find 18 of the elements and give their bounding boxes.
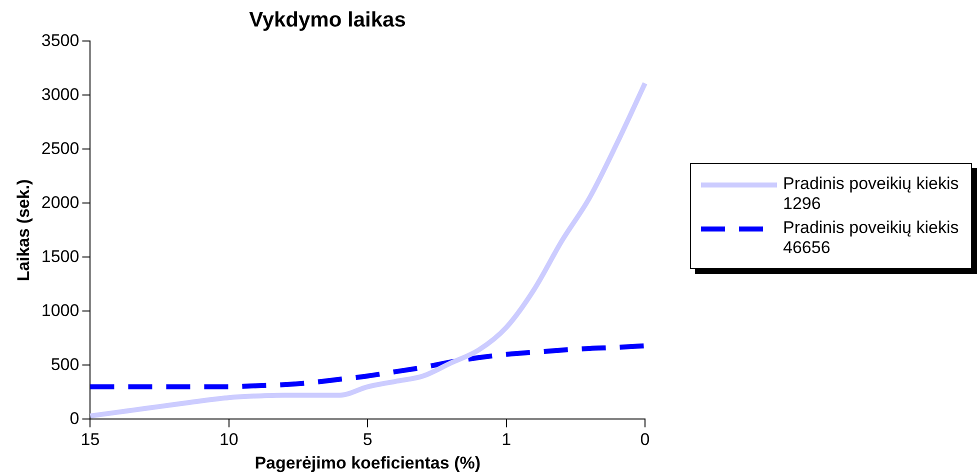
- x-tick-label: 10: [219, 430, 238, 450]
- y-tick-label: 2500: [41, 138, 80, 158]
- x-tick-label: 15: [80, 430, 100, 450]
- y-tick-label: 2000: [41, 192, 80, 212]
- y-tick-label: 3000: [41, 84, 80, 104]
- x-axis-title: Pagerėjimo koeficientas (%): [254, 453, 481, 472]
- chart-title: Vykdymo laikas: [249, 8, 406, 32]
- y-tick-label: 0: [70, 408, 80, 428]
- y-tick-label: 3500: [41, 30, 80, 50]
- x-tick-label: 1: [502, 430, 512, 450]
- legend-label: Pradinis poveikių kiekis 46656: [783, 218, 960, 258]
- y-tick-label: 500: [50, 354, 80, 374]
- legend-label: Pradinis poveikių kiekis 1296: [783, 174, 960, 214]
- x-tick-label: 5: [362, 430, 372, 450]
- y-axis-title: Laikas (sek.): [14, 179, 33, 282]
- y-tick-label: 1000: [41, 300, 80, 320]
- y-tick-label: 1500: [41, 246, 80, 266]
- x-tick-label: 0: [640, 430, 650, 450]
